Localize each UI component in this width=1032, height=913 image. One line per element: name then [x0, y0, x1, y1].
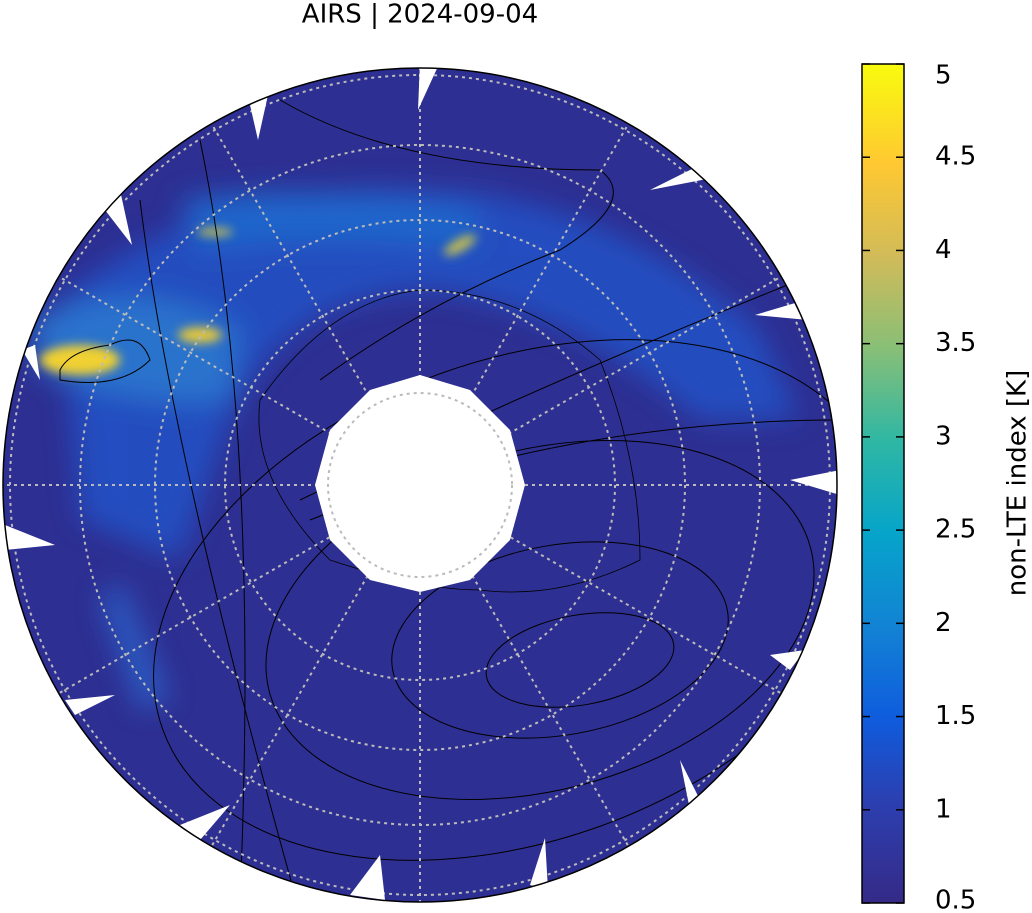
colorbar-tick-label: 3.5: [935, 328, 976, 358]
colorbar-label: non-LTE index [K]: [1003, 370, 1032, 596]
colorbar-tick-label: 5: [935, 61, 952, 91]
colorbar-tick-label: 2.5: [935, 515, 976, 545]
colorbar-tick-label: 4.5: [935, 142, 976, 172]
colorbar-tick-label: 0.5: [935, 886, 976, 913]
colorbar-tick-label: 1: [935, 794, 952, 824]
map-title: AIRS | 2024-09-04: [302, 0, 538, 30]
colorbar-scale: [861, 63, 905, 904]
map: [3, 68, 837, 902]
colorbar-tick-label: 4: [935, 235, 952, 265]
colorbar-tick-label: 2: [935, 608, 952, 638]
colorbar-tick-label: 1.5: [935, 701, 976, 731]
colorbar: non-LTE index [K] 0.5 1 1.5 2 2.5 3 3.5 4 4.5 5: [861, 61, 1032, 913]
colorbar-tick-label: 3: [935, 421, 952, 451]
map-border: [2, 67, 838, 903]
